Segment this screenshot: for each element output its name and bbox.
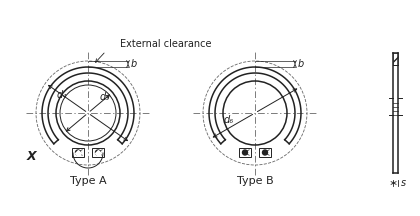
Bar xyxy=(259,148,271,157)
Text: b: b xyxy=(131,59,137,69)
Text: Type A: Type A xyxy=(70,176,106,186)
Bar xyxy=(92,148,104,157)
Text: d₃: d₃ xyxy=(100,92,110,102)
Text: d₆: d₆ xyxy=(223,115,234,125)
Circle shape xyxy=(76,150,81,155)
Text: b: b xyxy=(298,59,304,69)
Circle shape xyxy=(95,150,100,155)
Circle shape xyxy=(242,150,247,155)
Text: External clearance: External clearance xyxy=(120,39,212,49)
Text: Type B: Type B xyxy=(237,176,273,186)
Text: d₄: d₄ xyxy=(57,90,67,100)
Text: s: s xyxy=(401,178,406,188)
Text: X: X xyxy=(26,149,36,162)
Bar xyxy=(72,148,84,157)
Circle shape xyxy=(262,150,268,155)
Bar xyxy=(239,148,251,157)
